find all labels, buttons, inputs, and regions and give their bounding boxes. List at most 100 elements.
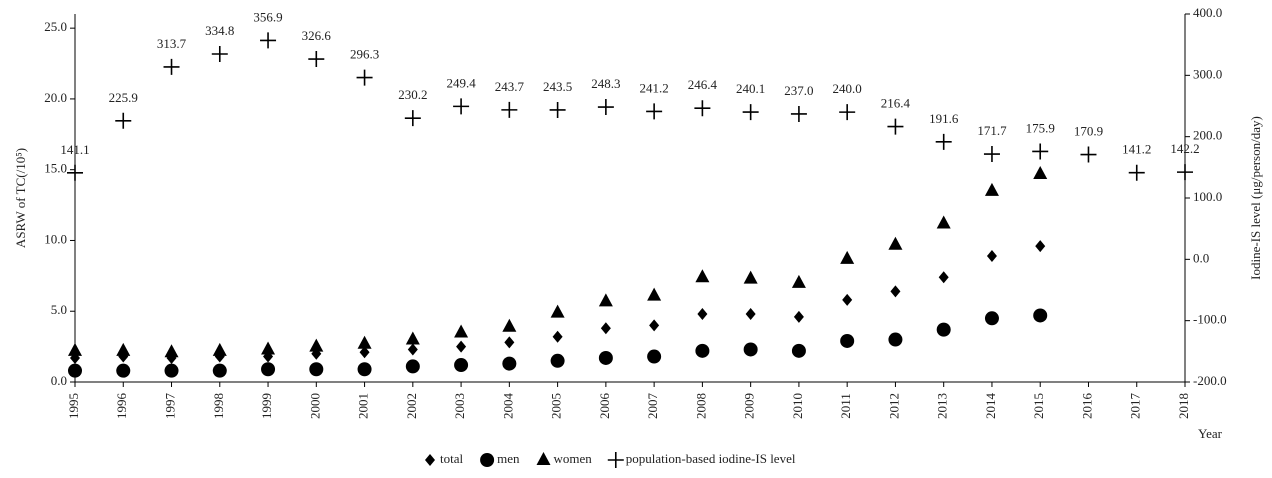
point	[888, 236, 903, 250]
point	[356, 69, 373, 86]
point	[163, 58, 180, 75]
data-label: 313.7	[157, 36, 187, 51]
legend-marker	[536, 452, 551, 465]
point	[116, 363, 131, 378]
point	[501, 101, 518, 118]
point	[791, 343, 806, 358]
point	[793, 310, 804, 323]
point	[260, 32, 277, 49]
y2-tick-label: -100.0	[1193, 312, 1227, 327]
data-label: 191.6	[929, 111, 959, 126]
x-tick-label: 2004	[500, 393, 515, 420]
data-label: 216.4	[881, 96, 911, 111]
point	[68, 363, 82, 378]
point	[840, 333, 855, 348]
point	[1032, 143, 1049, 160]
point	[550, 304, 565, 318]
point	[309, 338, 324, 352]
y2-tick-label: 400.0	[1193, 5, 1222, 20]
point	[1080, 146, 1097, 163]
point	[549, 101, 566, 118]
data-label: 170.9	[1074, 123, 1103, 138]
point	[887, 118, 904, 135]
point	[261, 341, 276, 355]
point	[743, 270, 758, 284]
y2-tick-label: 300.0	[1193, 66, 1222, 81]
x-tick-label: 1998	[211, 393, 226, 419]
data-label: 171.7	[977, 123, 1007, 138]
data-label: 243.5	[543, 79, 572, 94]
legend-label: men	[497, 451, 520, 466]
point	[357, 335, 372, 349]
data-label: 240.1	[736, 81, 765, 96]
y2-tick-label: -200.0	[1193, 373, 1227, 388]
y-tick-label: 5.0	[51, 302, 67, 317]
x-tick-label: 1999	[259, 393, 274, 419]
x-tick-label: 2007	[645, 393, 660, 420]
data-label: 356.9	[253, 9, 282, 24]
point	[502, 356, 517, 371]
point	[743, 342, 758, 357]
x-tick-label: 2017	[1128, 393, 1143, 420]
point	[456, 340, 467, 353]
point	[552, 330, 563, 343]
point	[745, 308, 756, 321]
data-label: 334.8	[205, 23, 234, 38]
legend-marker	[480, 453, 495, 467]
point	[454, 358, 469, 373]
legend-marker	[425, 454, 435, 466]
point	[936, 215, 951, 229]
point	[1035, 240, 1046, 253]
point	[839, 104, 856, 121]
y-tick-label: 20.0	[44, 90, 67, 105]
point	[600, 322, 611, 335]
point	[261, 362, 276, 377]
legend-label: population-based iodine-IS level	[626, 451, 796, 466]
data-label: 225.9	[109, 90, 138, 105]
x-tick-label: 2003	[452, 393, 467, 419]
point	[115, 112, 132, 129]
point	[647, 287, 662, 301]
point	[1033, 165, 1048, 179]
data-label: 241.2	[640, 80, 669, 95]
point	[695, 269, 710, 283]
x-tick-label: 2012	[886, 393, 901, 419]
point	[742, 104, 759, 121]
y2-tick-label: 0.0	[1193, 250, 1209, 265]
point	[504, 336, 515, 349]
y-axis-title: ASRW of TC(/10⁵)	[13, 148, 28, 248]
x-tick-label: 2014	[983, 393, 998, 420]
x-tick-label: 1996	[114, 393, 129, 420]
x-tick-label: 2001	[356, 393, 371, 419]
point	[67, 164, 83, 181]
point	[1177, 164, 1193, 181]
point	[212, 363, 227, 378]
point	[407, 343, 418, 356]
point	[986, 250, 997, 263]
point	[791, 274, 806, 288]
point	[983, 146, 1000, 163]
point	[68, 342, 82, 356]
point	[212, 342, 227, 356]
data-label: 141.2	[1122, 142, 1151, 157]
data-label: 246.4	[688, 77, 718, 92]
data-label: 243.7	[495, 79, 525, 94]
point	[116, 342, 131, 356]
x-tick-label: 2006	[597, 393, 612, 420]
point	[357, 362, 372, 377]
point	[502, 318, 517, 332]
point	[840, 250, 855, 264]
x-tick-label: 2008	[693, 393, 708, 419]
point	[697, 308, 708, 321]
point	[598, 350, 613, 365]
point	[164, 363, 179, 378]
point	[405, 359, 420, 374]
y2-tick-label: 100.0	[1193, 189, 1222, 204]
point	[984, 182, 999, 196]
point	[694, 100, 711, 117]
point	[359, 346, 370, 359]
point	[649, 319, 660, 332]
x-tick-label: 2013	[935, 393, 950, 419]
point	[695, 343, 710, 358]
legend-label: total	[440, 451, 463, 466]
